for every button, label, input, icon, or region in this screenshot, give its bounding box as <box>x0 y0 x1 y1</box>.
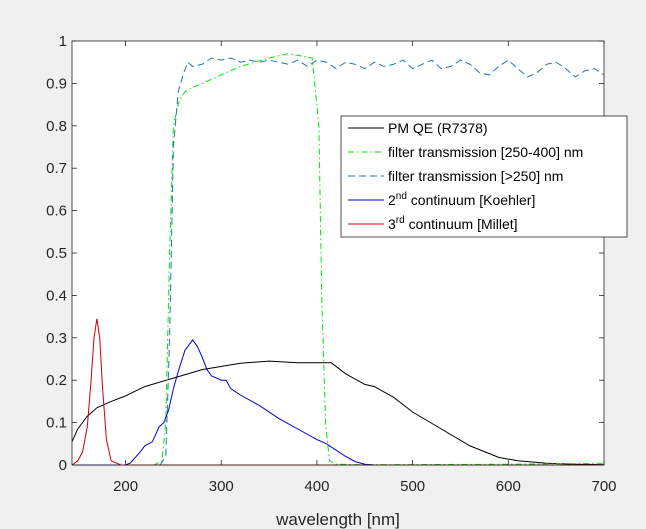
x-tick-label: 200 <box>113 478 138 495</box>
legend: PM QE (R7378) filter transmission [250-40… <box>340 115 628 238</box>
y-tick-label: 0.6 <box>46 203 67 220</box>
series-line-1 <box>71 360 605 466</box>
y-tick-label: 0.7 <box>46 160 67 177</box>
series-line-2 <box>72 53 605 466</box>
x-axis-label: wavelength [nm] <box>275 510 400 529</box>
x-tick-label: 500 <box>400 478 425 495</box>
y-tick-label: 0.2 <box>46 372 67 389</box>
y-tick-label: 0.1 <box>46 415 67 432</box>
x-tick-label: 700 <box>591 478 616 495</box>
x-tick-label: 400 <box>304 478 329 495</box>
plot-area <box>72 41 604 465</box>
legend-label-3: filter transmission [>250] nm <box>388 168 563 184</box>
legend-label-1: PM QE (R7378) <box>388 120 488 136</box>
series-line-3 <box>72 57 605 466</box>
y-tick-label: 0.8 <box>46 118 67 135</box>
series-line-4 <box>72 339 375 466</box>
axis-ticks: 200 300 400 500 600 700 0 0.1 0.2 0.3 0.4 0.5 0.6 0.7… <box>46 33 616 495</box>
y-tick-label: 0.9 <box>46 75 67 92</box>
x-tick-label: 600 <box>496 478 521 495</box>
y-tick-label: 0.4 <box>46 287 67 304</box>
y-tick-label: 1 <box>59 33 67 50</box>
legend-label-4: 2nd continuum [Koehler] <box>388 191 535 208</box>
y-tick-label: 0.3 <box>46 330 67 347</box>
legend-label-5: 3rd continuum [Millet] <box>388 215 518 232</box>
x-tick-label: 300 <box>209 478 234 495</box>
y-tick-label: 0 <box>59 457 67 474</box>
legend-box <box>340 115 628 238</box>
y-tick-label: 0.5 <box>46 245 67 262</box>
legend-label-2: filter transmission [250-400] nm <box>388 144 583 160</box>
